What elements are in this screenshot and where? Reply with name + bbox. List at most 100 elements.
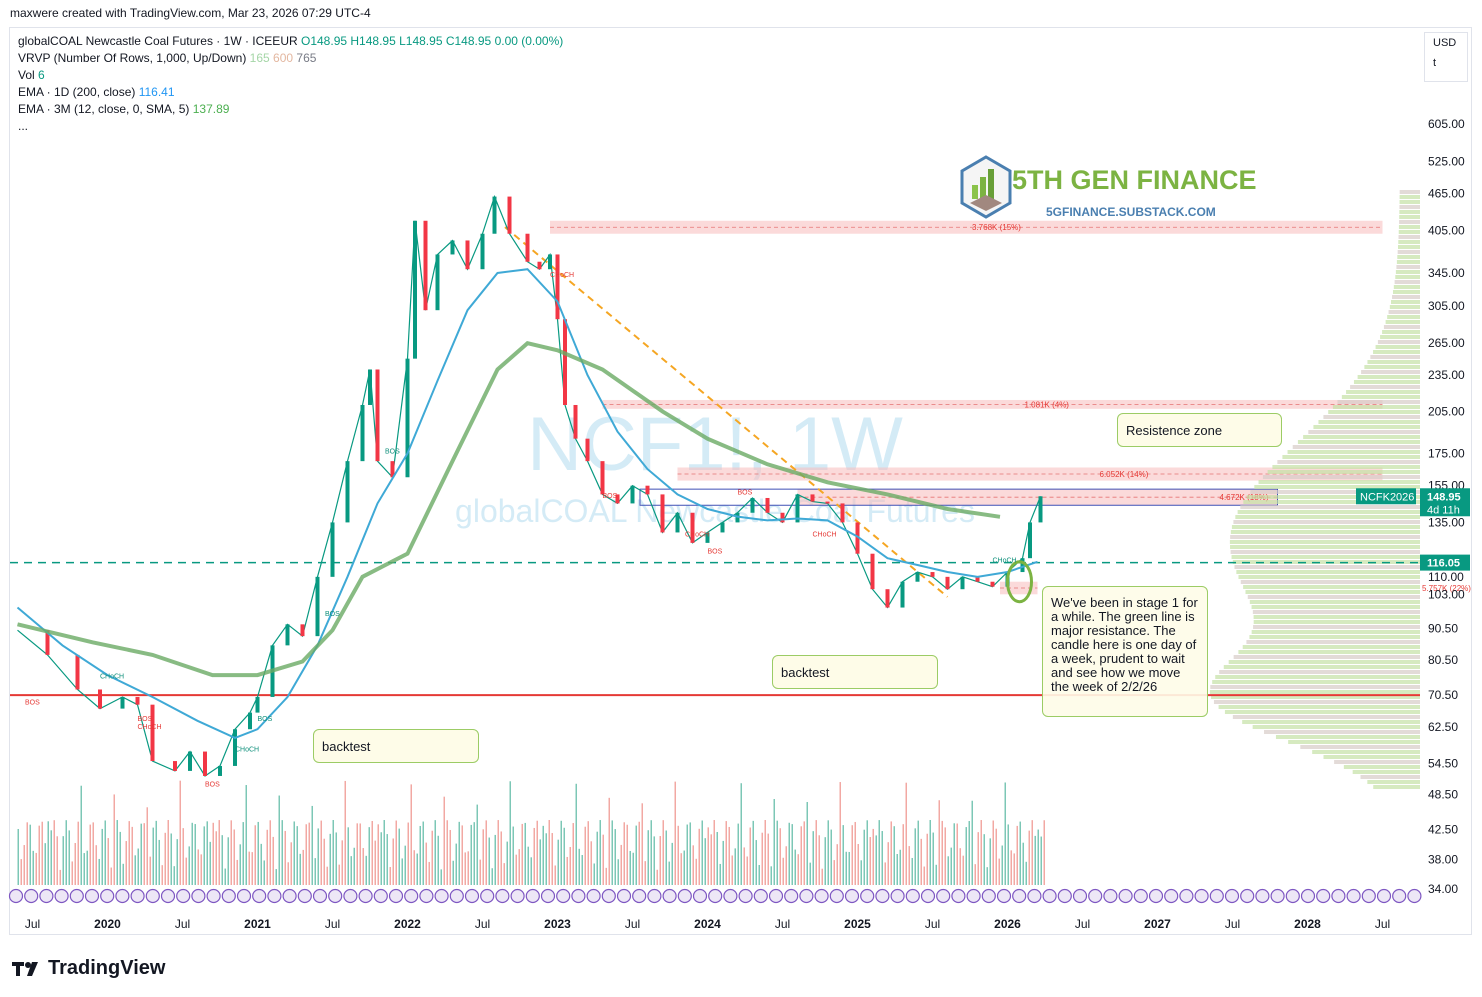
profile-bar-78 [1240, 580, 1420, 584]
volume-bar [824, 837, 826, 885]
volume-bar [341, 840, 343, 885]
session-marker [905, 888, 920, 904]
candle [188, 751, 192, 771]
volume-bar [176, 839, 178, 885]
legend-vol-row: Vol 6 [18, 68, 45, 82]
volume-bar [980, 820, 982, 885]
volume-bar [461, 825, 463, 885]
volume-bar [647, 830, 649, 885]
candle [573, 404, 578, 439]
profile-bar-93 [1233, 655, 1420, 659]
candle [585, 438, 590, 462]
volume-bar [35, 852, 37, 885]
brand-name: 5TH GEN FINANCE [1012, 165, 1257, 195]
candle [75, 654, 80, 690]
volume-bar [353, 847, 355, 885]
volume-bar [578, 848, 580, 885]
y-tick-5: 305.00 [1428, 299, 1465, 313]
x-tick-10: Jul [775, 917, 790, 931]
volume-bar [368, 827, 370, 885]
session-marker [1285, 888, 1300, 904]
volume-bar [452, 860, 454, 885]
volume-bar [938, 800, 940, 885]
volume-bar [701, 820, 703, 885]
currency-selector[interactable]: USD t [1424, 32, 1468, 82]
volume-bar [56, 836, 58, 885]
volume-bar [935, 864, 937, 885]
volume-bar [956, 823, 958, 885]
volume-bar [242, 822, 244, 885]
volume-bar [83, 853, 85, 885]
x-tick-14: Jul [1075, 917, 1090, 931]
legend-more[interactable]: ... [18, 119, 29, 133]
structure-label-6: BOS [258, 716, 273, 723]
volume-bar [968, 821, 970, 885]
candle [375, 369, 380, 462]
y-tick-12: 110.00 [1428, 570, 1464, 584]
profile-bar-61 [1246, 495, 1420, 499]
candle [990, 581, 995, 587]
session-marker [1346, 888, 1361, 904]
profile-bar-89 [1249, 635, 1420, 639]
volume-bar [1001, 845, 1003, 885]
session-marker [449, 888, 464, 904]
vrvp-v1: 165 [249, 51, 270, 65]
candle [690, 512, 695, 543]
candle [173, 761, 177, 771]
annotation-stage1[interactable]: We've been in stage 1 for a while. The g… [1042, 586, 1208, 717]
tradingview-logo[interactable]: TradingView [12, 957, 165, 980]
session-marker [966, 888, 981, 904]
volume-bar [335, 832, 337, 885]
volume-bar [482, 829, 484, 885]
session-marker [556, 888, 571, 904]
volume-bar [602, 834, 604, 885]
volume-bar [200, 854, 202, 885]
candle [810, 494, 815, 502]
session-marker [601, 888, 616, 904]
y-tick-9: 175.00 [1428, 446, 1465, 460]
candle [345, 461, 350, 523]
volume-bar [797, 854, 799, 885]
volume-bar [845, 851, 847, 885]
volume-bar [191, 822, 193, 885]
profile-bar-79 [1243, 585, 1420, 589]
session-marker [252, 888, 267, 904]
annotation-backtest-1[interactable]: backtest [313, 729, 479, 763]
profile-bar-69 [1230, 535, 1420, 539]
profile-bar-31 [1375, 345, 1420, 349]
profile-bar-1 [1399, 195, 1420, 199]
session-marker [434, 888, 449, 904]
session-marker [1179, 888, 1194, 904]
volume-bar [599, 820, 601, 885]
volume-bar [974, 864, 976, 885]
volume-bar [533, 827, 535, 885]
volume-bar [842, 825, 844, 885]
volume-bar [392, 838, 394, 885]
price-tag [1420, 488, 1470, 517]
volume-bar [875, 835, 877, 885]
profile-bar-21 [1392, 295, 1420, 299]
x-tick-11: 2025 [844, 917, 871, 931]
structure-label-15: CHoCH [993, 558, 1017, 565]
candle [548, 254, 552, 270]
annotation-resistance[interactable]: Resistence zone [1117, 413, 1282, 447]
chart-area[interactable] [9, 27, 1472, 935]
profile-bar-51 [1292, 445, 1420, 449]
profile-bar-106 [1242, 720, 1420, 724]
profile-bar-107 [1252, 725, 1420, 729]
session-marker [39, 888, 54, 904]
volume-bar [275, 869, 277, 885]
volume-bar [776, 820, 778, 885]
volume-bar [782, 857, 784, 885]
annotation-backtest-2[interactable]: backtest [772, 655, 938, 689]
profile-bar-80 [1245, 590, 1420, 594]
volume-bar [950, 847, 952, 885]
vol-value: 6 [38, 68, 45, 82]
structure-label-5: CHoCH [235, 747, 259, 754]
candle [465, 240, 470, 270]
price-tag-value: 148.95 [1427, 491, 1461, 503]
legend-symbol-row: globalCOAL Newcastle Coal Futures · 1W ·… [18, 33, 563, 50]
profile-bar-9 [1398, 235, 1420, 239]
legend-vrvp-row: VRVP (Number Of Rows, 1,000, Up/Down) 16… [18, 50, 563, 67]
